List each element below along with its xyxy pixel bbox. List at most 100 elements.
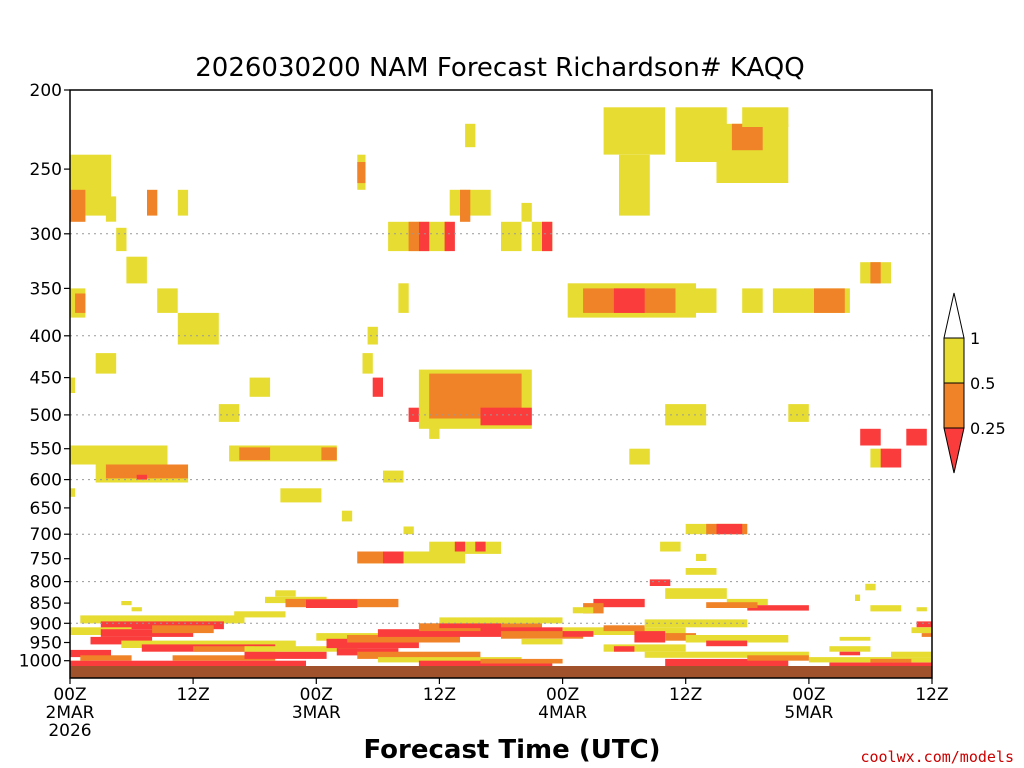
legend: 1 0.5 0.25 (943, 292, 1006, 474)
credit-text: coolwx.com/models (860, 748, 1014, 766)
legend-swatch-0 (943, 337, 965, 384)
ri-region-115 (172, 655, 276, 661)
legend-label-1: 0.5 (970, 374, 995, 393)
ri-region-49 (521, 202, 532, 222)
ri-region-136 (634, 631, 666, 643)
x-tick-label-48-0: 00Z (546, 685, 579, 705)
ri-region-33 (454, 541, 466, 552)
ri-region-88 (121, 601, 132, 606)
ri-region-48 (542, 221, 553, 252)
ri-region-70 (665, 404, 707, 426)
ri-region-52 (480, 407, 532, 426)
ri-region-58 (603, 107, 666, 155)
y-tick-label-200: 200 (30, 81, 62, 101)
ri-region-140 (706, 640, 748, 647)
ri-region-7 (157, 288, 178, 313)
ri-region-151 (839, 651, 861, 656)
ri-region-82 (685, 568, 717, 575)
ri-region-32 (429, 541, 501, 554)
ri-region-27 (383, 470, 404, 483)
x-tick-label-12-0: 12Z (176, 685, 209, 705)
y-tick-label-550: 550 (30, 440, 62, 460)
ri-region-132 (480, 658, 563, 664)
x-tick-label-0-2: 2026 (48, 721, 91, 741)
y-tick-label-900: 900 (30, 614, 62, 634)
ri-region-93 (583, 603, 604, 614)
ri-region-41 (398, 283, 409, 313)
y-axis: 200 250 300 350 400 450 500 550 600 650 700 750 8008… (19, 81, 70, 672)
ri-region-38 (408, 221, 419, 252)
ri-region-62 (731, 123, 763, 151)
ri-region-134 (562, 631, 594, 637)
x-tick-label-84-0: 12Z (915, 685, 948, 705)
ri-region-90 (234, 611, 286, 618)
ri-region-3 (147, 189, 158, 216)
legend-label-0: 1 (970, 329, 980, 348)
ri-region-114 (70, 660, 306, 668)
ri-region-144 (665, 658, 789, 666)
x-tick-label-0-0: 00Z (53, 685, 86, 705)
ri-region-126 (501, 631, 584, 639)
ri-region-152 (891, 651, 932, 658)
x-axis-label: Forecast Time (UTC) (363, 735, 660, 765)
x-tick-label-72-1: 5MAR (784, 703, 833, 723)
ri-region-46 (501, 221, 522, 252)
y-tick-label-500: 500 (30, 406, 62, 426)
ri-region-76 (629, 448, 650, 465)
y-tick-label-700: 700 (30, 525, 62, 545)
y-tick-label-450: 450 (30, 369, 62, 389)
ri-region-112 (80, 655, 132, 661)
ri-region-99 (865, 583, 876, 591)
ri-region-72 (860, 428, 881, 446)
ground-band (70, 666, 932, 678)
ri-region-30 (357, 551, 383, 564)
ri-region-1 (70, 189, 86, 222)
ri-region-10 (177, 312, 219, 345)
ri-region-145 (747, 655, 809, 661)
ri-region-121 (377, 629, 501, 637)
legend-arrow-bottom (943, 427, 965, 474)
ri-region-83 (649, 579, 671, 586)
ri-region-106 (152, 625, 214, 634)
ri-region-96 (747, 605, 809, 611)
y-tick-label-350: 350 (30, 279, 62, 299)
ri-region-20 (105, 464, 188, 479)
ri-region-123 (439, 621, 501, 629)
y-tick-label-400: 400 (30, 327, 62, 347)
y-tick-label-950: 950 (30, 634, 62, 654)
ri-region-135 (603, 625, 645, 632)
ri-region-42 (367, 326, 378, 345)
ri-region-80 (660, 541, 681, 552)
x-tick-label-48-1: 4MAR (538, 703, 587, 723)
ri-region-149 (829, 646, 871, 652)
chart-title: 2026030200 NAM Forecast Richardson# KAQQ (195, 53, 804, 83)
ri-region-28 (403, 526, 414, 535)
y-tick-label-800: 800 (30, 573, 62, 593)
ri-region-133 (562, 627, 686, 635)
ri-region-130 (377, 657, 522, 663)
ri-region-91 (665, 588, 727, 599)
ri-region-120 (347, 635, 460, 643)
ri-region-54 (429, 425, 440, 439)
ri-region-59 (619, 154, 650, 216)
ri-region-2 (105, 196, 117, 222)
y-tick-label-650: 650 (30, 499, 62, 519)
ri-region-25 (362, 353, 373, 374)
x-tick-label-0-1: 2MAR (46, 703, 95, 723)
ri-region-138 (665, 633, 696, 641)
ri-region-102 (80, 615, 245, 624)
ri-region-105 (100, 629, 194, 637)
x-tick-label-24-0: 00Z (300, 685, 333, 705)
ri-region-117 (244, 646, 358, 652)
ri-region-94 (572, 607, 594, 614)
ri-region-44 (460, 189, 471, 222)
ri-region-5 (116, 227, 127, 252)
legend-arrow-top (943, 292, 965, 339)
ri-region-147 (829, 662, 932, 668)
ri-region-15 (70, 445, 168, 465)
ri-region-150 (839, 636, 871, 641)
ri-region-13 (249, 377, 271, 397)
ri-region-110 (193, 646, 255, 652)
ri-region-22 (70, 488, 76, 497)
